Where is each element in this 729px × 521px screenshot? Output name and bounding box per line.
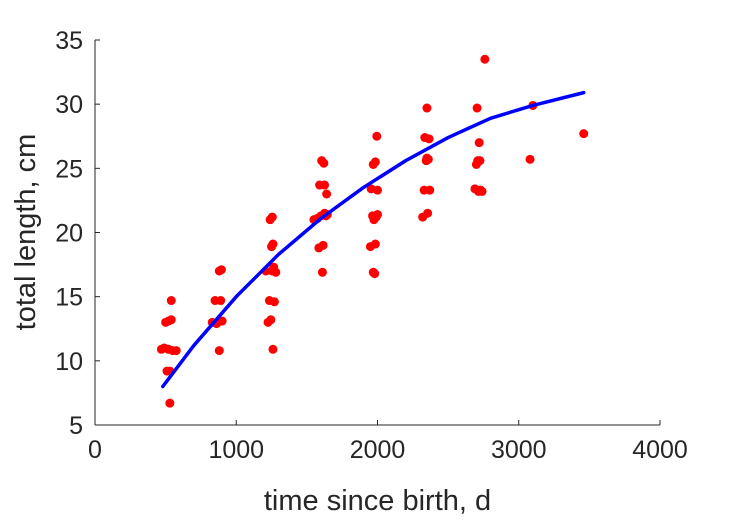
y-tick-label: 15 bbox=[55, 284, 83, 312]
data-point bbox=[271, 267, 281, 277]
data-point bbox=[472, 103, 482, 113]
x-ticks: 0 1000 2000 3000 4000 bbox=[88, 420, 688, 464]
y-axis-label: total length, cm bbox=[10, 134, 42, 331]
data-point bbox=[477, 186, 487, 196]
data-point bbox=[474, 138, 484, 148]
data-point bbox=[480, 54, 490, 64]
y-tick-label: 20 bbox=[55, 220, 83, 248]
data-point bbox=[423, 154, 433, 164]
data-point bbox=[422, 103, 432, 113]
data-point bbox=[424, 134, 434, 144]
data-point bbox=[320, 180, 330, 190]
data-point bbox=[165, 398, 175, 408]
data-point bbox=[370, 239, 380, 249]
x-axis-label: time since birth, d bbox=[264, 485, 491, 517]
data-point bbox=[166, 296, 176, 306]
y-ticks: 5 10 15 20 25 30 35 bbox=[55, 27, 100, 440]
data-point bbox=[370, 157, 380, 167]
x-tick-label: 2000 bbox=[350, 436, 406, 464]
data-point bbox=[266, 315, 276, 325]
data-point bbox=[322, 189, 332, 199]
y-tick-label: 35 bbox=[55, 27, 83, 55]
data-point bbox=[319, 158, 329, 168]
data-point bbox=[217, 316, 227, 326]
x-tick-label: 4000 bbox=[632, 436, 688, 464]
data-point bbox=[423, 208, 433, 218]
x-tick-label: 0 bbox=[88, 436, 102, 464]
data-point bbox=[475, 156, 485, 166]
data-point bbox=[171, 346, 181, 356]
data-point bbox=[370, 269, 380, 279]
x-tick-label: 1000 bbox=[208, 436, 264, 464]
data-point bbox=[216, 265, 226, 275]
data-point bbox=[373, 185, 382, 195]
data-point bbox=[268, 344, 278, 354]
data-point bbox=[166, 315, 176, 325]
fit-curve-line bbox=[161, 90, 586, 389]
data-point bbox=[269, 297, 279, 307]
y-tick-label: 30 bbox=[55, 91, 83, 119]
series-layer bbox=[156, 54, 589, 408]
data-point bbox=[373, 210, 382, 220]
data-point bbox=[372, 131, 382, 141]
y-tick-label: 25 bbox=[55, 155, 83, 183]
data-point bbox=[216, 296, 226, 306]
data-point bbox=[317, 267, 327, 277]
data-point bbox=[425, 185, 435, 195]
y-tick-label: 10 bbox=[55, 348, 83, 376]
data-point bbox=[318, 240, 328, 250]
x-tick-label: 3000 bbox=[491, 436, 547, 464]
data-point bbox=[267, 212, 277, 222]
data-point bbox=[525, 154, 535, 164]
data-point bbox=[214, 346, 224, 356]
data-point bbox=[268, 239, 278, 249]
y-tick-label: 5 bbox=[69, 412, 83, 440]
data-point bbox=[579, 129, 589, 139]
